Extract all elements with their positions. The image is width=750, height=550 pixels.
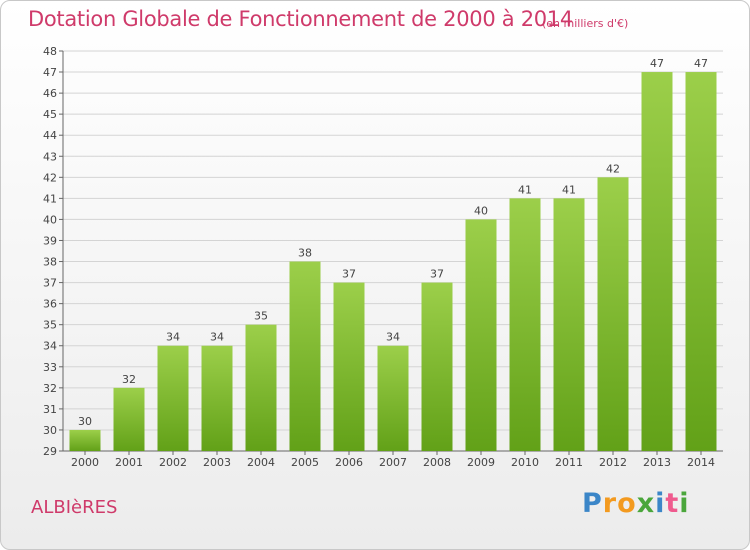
y-tick-label: 44 [43,129,57,142]
y-tick-label: 38 [43,256,57,269]
data-label: 41 [518,183,532,196]
y-tick-label: 48 [43,45,57,58]
x-tick-label: 2010 [511,456,539,469]
bar [245,324,277,451]
y-tick-label: 39 [43,234,57,247]
logo-letter: i [655,488,666,519]
logo-letter: o [617,488,637,519]
y-tick-label: 46 [43,87,57,100]
y-tick-label: 45 [43,108,57,121]
y-tick-label: 36 [43,298,57,311]
y-tick-label: 43 [43,150,57,163]
y-tick-label: 30 [43,424,57,437]
logo-letter: t [665,488,680,519]
y-tick-label: 31 [43,403,57,416]
x-tick-label: 2011 [555,456,583,469]
bar [553,198,585,451]
x-tick-label: 2008 [423,456,451,469]
y-tick-label: 33 [43,361,57,374]
y-tick-label: 40 [43,213,57,226]
x-tick-label: 2007 [379,456,407,469]
x-tick-label: 2014 [687,456,715,469]
bar [113,387,145,451]
data-label: 34 [166,331,180,344]
bars [69,72,717,451]
bar [685,72,717,451]
commune-name: ALBIèRES [31,497,118,518]
x-tick-label: 2013 [643,456,671,469]
y-tick-label: 34 [43,340,57,353]
x-tick-label: 2000 [71,456,99,469]
bar [421,282,453,451]
bar [157,345,189,451]
bar [641,72,673,451]
y-tick-label: 41 [43,192,57,205]
bar [289,261,321,451]
labels: 29 30 31 32 33 34 35 36 37 38 39 40 41 42 43 44 45 46 47 48… [43,45,715,469]
logo-letter: x [636,488,656,519]
data-label: 30 [78,415,92,428]
data-label: 32 [122,373,136,386]
proxiti-logo[interactable]: Proxiti [582,488,690,519]
chart-subtitle: (en milliers d'€) [542,17,629,30]
y-tick-label: 29 [43,445,57,458]
data-label: 47 [650,57,664,70]
bar [333,282,365,451]
logo-letter: i [679,488,690,519]
bar [201,345,233,451]
x-tick-label: 2005 [291,456,319,469]
logo-letter: r [602,488,618,519]
bar [465,219,497,451]
bar [377,345,409,451]
data-label: 42 [606,162,620,175]
bar [69,429,101,451]
y-tick-label: 42 [43,171,57,184]
x-tick-label: 2002 [159,456,187,469]
bar [597,177,629,451]
bar [509,198,541,451]
logo-letter: P [582,488,603,519]
data-label: 40 [474,204,488,217]
x-tick-label: 2004 [247,456,275,469]
x-tick-label: 2012 [599,456,627,469]
y-tick-label: 32 [43,382,57,395]
x-tick-label: 2006 [335,456,363,469]
y-tick-label: 37 [43,277,57,290]
data-label: 41 [562,183,576,196]
x-tick-label: 2003 [203,456,231,469]
data-label: 47 [694,57,708,70]
y-tick-label: 47 [43,66,57,79]
data-label: 34 [210,331,224,344]
x-tick-label: 2001 [115,456,143,469]
chart-title: Dotation Globale de Fonctionnement de 20… [28,7,573,31]
data-label: 37 [430,268,444,281]
x-tick-label: 2009 [467,456,495,469]
data-label: 35 [254,310,268,323]
data-label: 37 [342,268,356,281]
data-label: 34 [386,331,400,344]
y-tick-label: 35 [43,319,57,332]
data-label: 38 [298,247,312,260]
